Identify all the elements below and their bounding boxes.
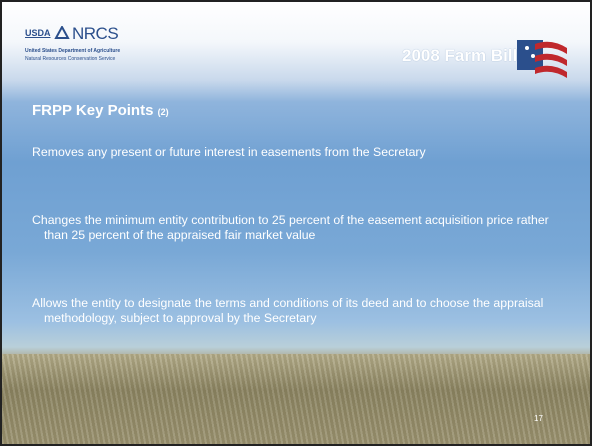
banner-text: 2008 Farm Bill (402, 46, 517, 66)
bullet: Changes the minimum entity contribution … (32, 213, 574, 243)
title-suffix: (2) (158, 107, 169, 117)
title-text: FRPP Key Points (32, 102, 153, 119)
bullet: Allows the entity to designate the terms… (32, 296, 574, 326)
dept-line: Natural Resources Conservation Service (25, 56, 115, 62)
agency-name: NRCS (72, 24, 118, 44)
usda-logo: USDA (25, 28, 51, 38)
page-number: 17 (534, 414, 543, 423)
nrcs-icon (54, 26, 70, 42)
slide-title: FRPP Key Points (2) (32, 102, 169, 119)
field-background (2, 354, 590, 444)
dept-line: United States Department of Agriculture (25, 48, 120, 54)
bullet: Removes any present or future interest i… (32, 145, 574, 160)
farm-bill-logo (515, 34, 569, 80)
slide: USDA NRCS United States Department of Ag… (0, 0, 592, 446)
